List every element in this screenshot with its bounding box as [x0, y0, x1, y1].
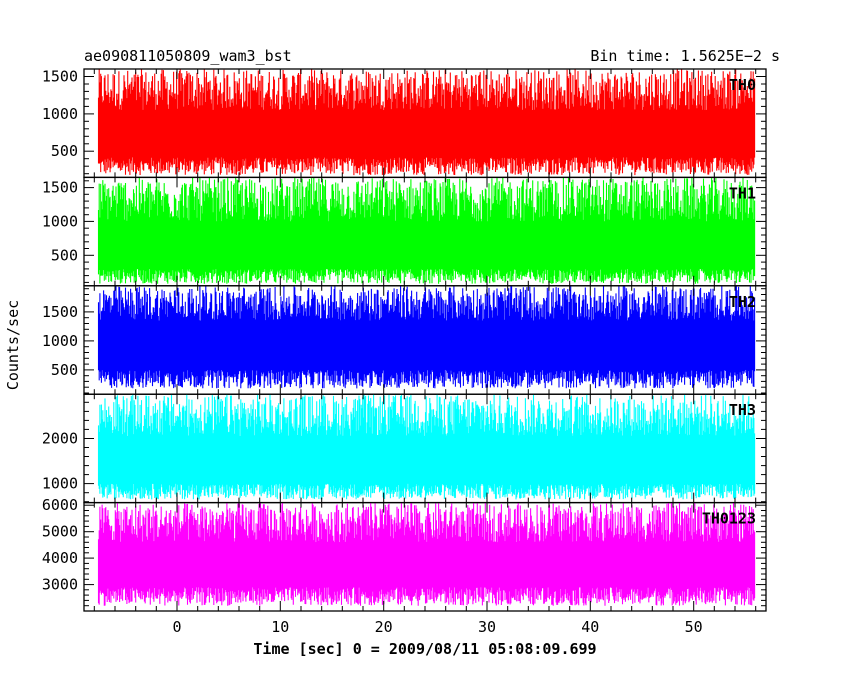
y-tick-label: 5000: [42, 523, 78, 541]
y-tick-label: 1000: [42, 475, 78, 493]
y-tick-label: 3000: [42, 576, 78, 594]
panel-th0: 500 1000 1500 TH0: [42, 68, 767, 179]
series-core-th2: [98, 320, 755, 370]
x-tick-label: 30: [478, 618, 496, 636]
x-tick-label: 50: [685, 618, 703, 636]
y-tick-label: 500: [51, 361, 78, 379]
y-tick-label: 4000: [42, 549, 78, 567]
panel-th3: 1000 2000 TH3: [42, 393, 767, 504]
bin-time-label: Bin time: 1.5625E−2 s: [590, 47, 780, 65]
y-tick-label: 500: [51, 246, 78, 264]
panel-label: TH1: [729, 184, 756, 202]
panel-th1: 500 1000 1500 TH1: [42, 176, 767, 287]
y-tick-label: 1500: [42, 179, 78, 197]
panel-th2: 500 1000 1500 TH2: [42, 285, 767, 395]
x-tick-label: 0: [172, 618, 181, 636]
series-core-th3: [98, 436, 755, 484]
y-axis-label: Counts/sec: [4, 300, 22, 390]
panel-label: TH2: [729, 293, 756, 311]
y-tick-label: 500: [51, 142, 78, 160]
series-core-th0: [98, 110, 755, 158]
panel-label: TH3: [729, 401, 756, 419]
panel-th0123: 3000 4000 5000 6000 TH0123: [42, 496, 767, 612]
panel-stack: 500 1000 1500 TH0 500 1000 1500 TH1 500 1000 1500 T…: [42, 68, 767, 612]
y-tick-label: 1000: [42, 212, 78, 230]
series-core-th1: [98, 221, 755, 269]
y-tick-label: 1000: [42, 105, 78, 123]
y-tick-label: 1500: [42, 303, 78, 321]
chart-title: ae090811050809_wam3_bst: [84, 47, 292, 65]
x-tick-label: 40: [581, 618, 599, 636]
series-core-th0123: [98, 542, 755, 588]
y-tick-label: 6000: [42, 496, 78, 514]
y-tick-label: 1500: [42, 68, 78, 86]
x-axis-label: Time [sec] 0 = 2009/08/11 05:08:09.699: [253, 640, 596, 658]
y-tick-label: 1000: [42, 332, 78, 350]
y-tick-label: 2000: [42, 430, 78, 448]
x-axis: 0 10 20 30 40 50: [172, 618, 702, 636]
x-tick-label: 20: [375, 618, 393, 636]
panel-label: TH0: [729, 76, 756, 94]
x-tick-label: 10: [271, 618, 289, 636]
panel-label: TH0123: [702, 510, 756, 528]
